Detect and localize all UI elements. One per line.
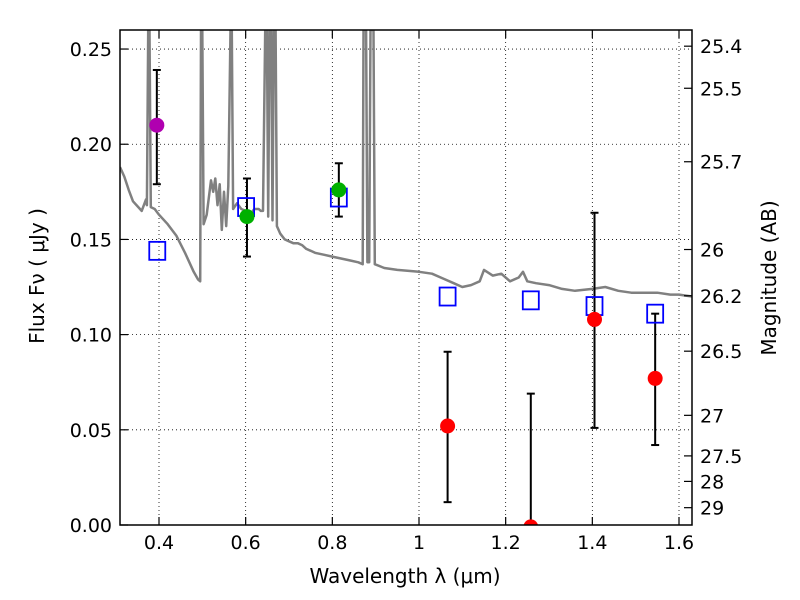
y-tick-label-2: 0.10 xyxy=(70,325,112,347)
data-point-green-2 xyxy=(331,182,347,198)
x-tick-label-3: 1 xyxy=(413,532,425,554)
x-axis-ticks: 0.4 0.6 0.8 1 1.2 1.4 1.6 xyxy=(144,30,694,554)
spectrum-layer xyxy=(120,30,692,298)
x-tick-label-4: 1.2 xyxy=(491,532,521,554)
measured-points xyxy=(149,117,663,525)
data-point-red-2 xyxy=(523,519,539,525)
mag-tick-label-7: 27.5 xyxy=(700,446,742,468)
y-tick-label-3: 0.15 xyxy=(70,229,112,251)
x-tick-label-2: 0.8 xyxy=(317,532,347,554)
model-square-6 xyxy=(646,303,665,324)
mag-tick-label-9: 29 xyxy=(700,498,724,520)
model-square-4 xyxy=(521,290,540,311)
grid-lines xyxy=(120,30,692,526)
mag-tick-label-3: 26 xyxy=(700,240,724,262)
data-point-red-1 xyxy=(440,418,456,434)
mag-tick-label-5: 26.5 xyxy=(700,341,742,363)
x-tick-label-0: 0.4 xyxy=(144,532,174,554)
mag-tick-label-8: 28 xyxy=(700,471,724,493)
y-tick-label-5: 0.25 xyxy=(70,39,112,61)
y-axis-ticks: 0.00 0.05 0.10 0.15 0.20 0.25 xyxy=(70,39,128,537)
y-tick-label-4: 0.20 xyxy=(70,134,112,156)
model-square-3 xyxy=(438,286,457,307)
x-tick-label-6: 1.6 xyxy=(664,532,694,554)
x-axis-label: Wavelength λ (μm) xyxy=(309,564,500,588)
y-tick-label-1: 0.05 xyxy=(70,420,112,442)
x-tick-label-1: 0.6 xyxy=(231,532,261,554)
plot-frame xyxy=(119,29,693,526)
data-point-red-3 xyxy=(587,311,602,327)
data-point-red-4 xyxy=(647,370,663,386)
mag-tick-label-4: 26.2 xyxy=(700,286,742,308)
mag-tick-label-6: 27 xyxy=(700,405,724,427)
template-spectrum-line xyxy=(120,30,692,298)
data-point-green-1 xyxy=(239,209,255,225)
mag-tick-label-1: 25.5 xyxy=(700,78,742,100)
data-point-violet xyxy=(149,117,165,133)
model-points xyxy=(148,187,665,324)
y-tick-label-0: 0.00 xyxy=(70,515,112,537)
y-axis-label: Flux Fν ( μJy ) xyxy=(25,208,49,344)
x-tick-label-5: 1.4 xyxy=(577,532,607,554)
magnitude-axis-ticks: 25.4 25.5 25.7 26 26.2 26.5 27 27.5 28 29 xyxy=(684,36,742,520)
error-bar-red-2 xyxy=(526,392,535,525)
model-square-0 xyxy=(148,240,167,261)
mag-tick-label-2: 25.7 xyxy=(700,152,742,174)
magnitude-axis-label: Magnitude (AB) xyxy=(757,200,781,355)
mag-tick-label-0: 25.4 xyxy=(700,36,742,58)
